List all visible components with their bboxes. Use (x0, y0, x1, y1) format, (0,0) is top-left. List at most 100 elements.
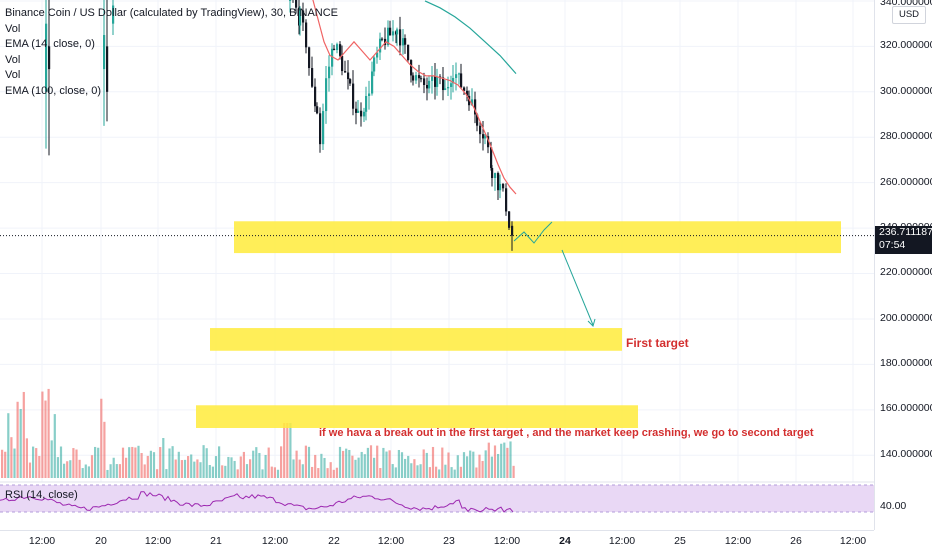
legend-vol-2[interactable]: Vol (5, 53, 21, 66)
volume-bar (435, 466, 438, 478)
ema-100-line (424, 0, 517, 74)
volume-bar (438, 469, 441, 478)
legend-ema-100[interactable]: EMA (100, close, 0) (5, 84, 101, 97)
volume-bar (208, 465, 211, 478)
candle-body (511, 225, 514, 236)
bar-countdown: 07:54 (879, 239, 906, 251)
volume-bar (199, 462, 202, 478)
volume-bar (286, 423, 289, 478)
candle-body (328, 66, 331, 79)
candle-body (447, 86, 450, 89)
candle-body (376, 52, 379, 58)
candle-body (428, 80, 431, 89)
candle-body (331, 48, 334, 67)
price-tick: 260.000000 (880, 176, 932, 188)
volume-bar (267, 447, 270, 478)
volume-bar (385, 451, 388, 478)
volume-bar (258, 452, 261, 478)
price-tick: 220.000000 (880, 266, 932, 278)
candle-body (418, 75, 421, 79)
volume-bar (497, 453, 500, 478)
volume-bar (394, 467, 397, 478)
volume-bar (115, 464, 118, 478)
volume-bar (97, 447, 100, 478)
volume-bar (25, 438, 28, 478)
volume-bar (289, 423, 292, 478)
time-tick: 12:00 (724, 535, 752, 547)
candle-body (484, 136, 487, 139)
volume-bar (78, 459, 81, 478)
candle-body (314, 86, 317, 107)
candle-body (460, 73, 463, 88)
volume-bar (453, 469, 456, 478)
volume-bar (7, 413, 10, 478)
currency-badge[interactable]: USD (892, 6, 926, 24)
price-tick: 180.000000 (880, 357, 932, 369)
legend-ema-14[interactable]: EMA (14, close, 0) (5, 38, 95, 50)
candle-body (497, 173, 500, 191)
candle-body (502, 183, 505, 189)
volume-bar (16, 401, 19, 478)
legend-vol-1[interactable]: Vol (5, 22, 21, 35)
candle-body (423, 78, 426, 85)
volume-bar (376, 445, 379, 478)
candle-body (402, 38, 405, 46)
candle-body (389, 27, 392, 36)
volume-bar (28, 462, 32, 478)
volume-bar (314, 454, 317, 478)
time-axis[interactable]: 12:00 20 12:00 21 12:00 22 12:00 23 12:0… (0, 530, 874, 551)
volume-bar (32, 446, 35, 478)
volume-bar (323, 457, 326, 478)
volume-bar (168, 448, 171, 478)
price-tick: 320.000000 (880, 39, 932, 51)
volume-bar (469, 450, 472, 478)
candle-body (404, 38, 407, 45)
volume-bar (292, 459, 295, 478)
legend-vol-3[interactable]: Vol (5, 69, 21, 81)
candle-body (407, 44, 410, 61)
volume-bar (41, 391, 44, 478)
volume-bar (397, 449, 400, 478)
volume-bar (422, 449, 425, 478)
volume-bar (146, 455, 149, 478)
volume-bar (307, 446, 311, 478)
volume-bar (301, 464, 304, 478)
candle-body (450, 83, 453, 87)
candle-body (319, 113, 322, 145)
volume-bar (245, 464, 249, 478)
projection-arrow (561, 249, 594, 326)
rsi-legend[interactable]: RSI (14, close) (5, 489, 78, 501)
candle-body (381, 38, 384, 40)
candle-body (357, 110, 360, 113)
candle-body (490, 147, 493, 168)
volume-bar (413, 459, 416, 478)
volume-bar (478, 454, 481, 478)
volume-bar (404, 458, 407, 478)
price-tick: 140.000000 (880, 448, 932, 460)
volume-bar (369, 445, 373, 478)
volume-bar (270, 466, 273, 478)
volume-bar (462, 452, 466, 478)
volume-bar (218, 446, 221, 478)
volume-bar (354, 459, 357, 478)
candle-body (316, 106, 319, 114)
volume-bar (509, 441, 512, 478)
candle-body (308, 47, 311, 69)
candle-body (396, 29, 399, 35)
volume-bar (366, 447, 369, 478)
chart-area[interactable] (0, 0, 874, 530)
candle-body (289, 0, 292, 1)
time-tick: 12:00 (261, 535, 289, 547)
volume-bar (50, 440, 53, 478)
volume-bar (187, 456, 190, 478)
volume-bar (428, 467, 431, 478)
volume-bar (125, 457, 128, 478)
candle-body (344, 71, 347, 73)
volume-bar (87, 466, 90, 478)
ema-lines (312, 0, 517, 195)
legend-symbol[interactable]: Binance Coin / US Dollar (calculated by … (5, 7, 339, 19)
candle-body (336, 44, 339, 50)
volume-bar (221, 465, 224, 478)
volume-bar (236, 469, 239, 478)
price-axis[interactable]: 340.000000 320.000000 300.000000 280.000… (874, 0, 932, 530)
